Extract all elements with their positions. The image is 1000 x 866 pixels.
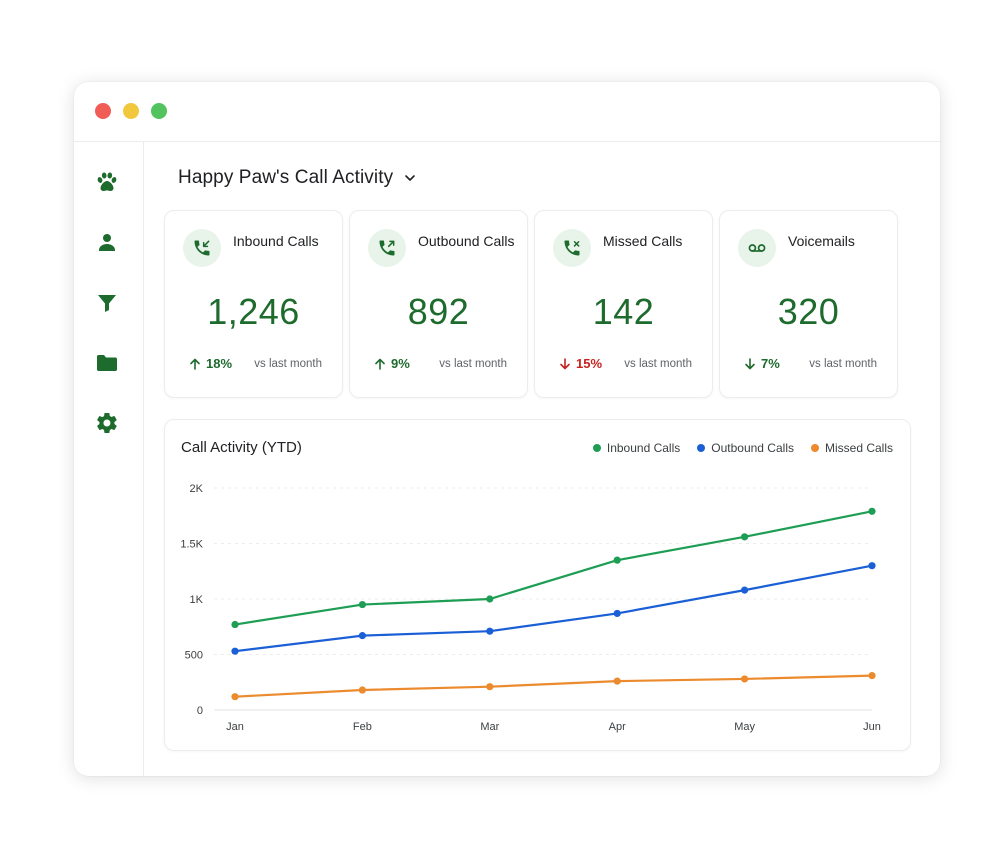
- card-label: Missed Calls: [603, 233, 683, 249]
- legend-item-missed[interactable]: Missed Calls: [810, 441, 893, 455]
- line-chart: 0 500 1K 1.5K 2K Jan Feb Mar Apr May Jun: [180, 483, 881, 733]
- arrow-down-icon: [560, 357, 570, 369]
- y-tick-label: 0: [197, 705, 203, 717]
- data-point-inbound-calls: [613, 556, 621, 564]
- trend-value: 18%: [206, 356, 233, 371]
- app-window: Happy Paw's Call Activity Inbound Calls …: [74, 82, 940, 776]
- x-tick-label: Mar: [480, 721, 499, 733]
- x-tick-label: Apr: [609, 721, 626, 733]
- chart-legend: Inbound Calls Outbound Calls Missed Call…: [592, 441, 893, 455]
- data-point-outbound-calls: [613, 609, 621, 618]
- data-point-outbound-calls: [358, 632, 366, 640]
- data-point-outbound-calls: [486, 627, 494, 635]
- chart-title: Call Activity (YTD): [181, 439, 302, 456]
- series-line-inbound-calls: [233, 510, 874, 626]
- card-label: Voicemails: [788, 233, 855, 249]
- data-point-missed-calls: [868, 671, 876, 680]
- trend-indicator: 15%: [559, 356, 602, 371]
- call-activity-chart: Call Activity (YTD) Inbound Calls Outbou…: [164, 419, 911, 751]
- data-point-inbound-calls: [868, 507, 876, 515]
- x-tick-label: Jun: [863, 721, 881, 733]
- sidebar-item-filters[interactable]: [94, 290, 120, 316]
- phone-missed-icon: [553, 229, 591, 267]
- arrow-up-icon: [375, 358, 385, 370]
- trend-indicator: 9%: [374, 356, 410, 371]
- voicemail-icon: [738, 229, 776, 267]
- sidebar-item-contacts[interactable]: [94, 229, 120, 255]
- trend-value: 9%: [391, 356, 410, 371]
- close-window-button[interactable]: [95, 103, 111, 119]
- x-tick-label: May: [734, 721, 755, 733]
- sidebar-item-home[interactable]: [94, 169, 120, 195]
- data-point-missed-calls: [741, 675, 749, 683]
- stat-card-missed[interactable]: Missed Calls 142 15% vs last month: [534, 210, 713, 398]
- data-point-missed-calls: [231, 693, 239, 701]
- comparison-label: vs last month: [809, 358, 877, 370]
- card-value: 142: [592, 291, 655, 332]
- maximize-window-button[interactable]: [151, 103, 167, 119]
- chevron-down-icon: [405, 175, 416, 181]
- series-line-missed-calls: [233, 674, 874, 698]
- data-point-outbound-calls: [741, 586, 749, 594]
- sidebar-item-settings[interactable]: [94, 410, 120, 436]
- card-label: Inbound Calls: [233, 233, 319, 249]
- card-value: 320: [777, 291, 840, 332]
- comparison-label: vs last month: [439, 358, 507, 370]
- data-point-inbound-calls: [231, 620, 239, 629]
- legend-label: Inbound Calls: [606, 441, 681, 455]
- y-tick-label: 1K: [190, 594, 204, 606]
- arrow-down-icon: [745, 357, 755, 369]
- y-tick-label: 1.5K: [180, 539, 203, 551]
- title-bar: [74, 82, 940, 142]
- data-point-missed-calls: [358, 686, 366, 694]
- trend-indicator: 18%: [189, 356, 232, 371]
- paw-icon: [97, 172, 117, 191]
- legend-item-outbound[interactable]: Outbound Calls: [697, 441, 794, 455]
- data-point-outbound-calls: [868, 562, 876, 570]
- comparison-label: vs last month: [254, 358, 322, 370]
- trend-value: 7%: [761, 356, 780, 371]
- x-tick-label: Feb: [353, 721, 372, 733]
- sidebar-item-files[interactable]: [94, 350, 120, 376]
- legend-item-inbound[interactable]: Inbound Calls: [592, 441, 681, 455]
- stat-card-voicemails[interactable]: Voicemails 320 7% vs last month: [719, 210, 898, 398]
- y-tick-label: 2K: [190, 483, 204, 495]
- legend-dot: [810, 444, 819, 452]
- card-value: 892: [407, 291, 470, 332]
- card-value: 1,246: [207, 291, 300, 332]
- gear-icon: [97, 412, 117, 434]
- trend-value: 15%: [576, 356, 603, 371]
- data-point-inbound-calls: [741, 533, 749, 541]
- legend-label: Missed Calls: [824, 441, 893, 455]
- data-point-outbound-calls: [231, 647, 239, 655]
- phone-incoming-icon: [183, 229, 221, 267]
- legend-label: Outbound Calls: [711, 441, 794, 455]
- y-tick-label: 500: [185, 650, 203, 662]
- x-tick-label: Jan: [226, 721, 244, 733]
- page-title: Happy Paw's Call Activity: [178, 167, 394, 188]
- legend-dot: [697, 444, 706, 452]
- series-line-outbound-calls: [233, 564, 874, 653]
- comparison-label: vs last month: [624, 358, 692, 370]
- card-label: Outbound Calls: [418, 233, 515, 249]
- main-content: Happy Paw's Call Activity Inbound Calls …: [144, 142, 940, 776]
- page-title-dropdown[interactable]: Happy Paw's Call Activity: [178, 167, 417, 189]
- phone-outgoing-icon: [368, 229, 406, 267]
- arrow-up-icon: [190, 358, 200, 370]
- minimize-window-button[interactable]: [123, 103, 139, 119]
- data-point-inbound-calls: [486, 595, 494, 603]
- legend-dot: [592, 444, 601, 452]
- filter-icon: [98, 295, 116, 312]
- folder-icon: [97, 355, 117, 371]
- sidebar: [74, 142, 144, 776]
- data-point-inbound-calls: [358, 600, 366, 609]
- person-icon: [99, 234, 115, 251]
- stat-card-inbound[interactable]: Inbound Calls 1,246 18% vs last month: [164, 210, 343, 398]
- trend-indicator: 7%: [744, 356, 780, 371]
- stat-card-outbound[interactable]: Outbound Calls 892 9% vs last month: [349, 210, 528, 398]
- data-point-missed-calls: [486, 683, 494, 691]
- data-point-missed-calls: [613, 677, 621, 685]
